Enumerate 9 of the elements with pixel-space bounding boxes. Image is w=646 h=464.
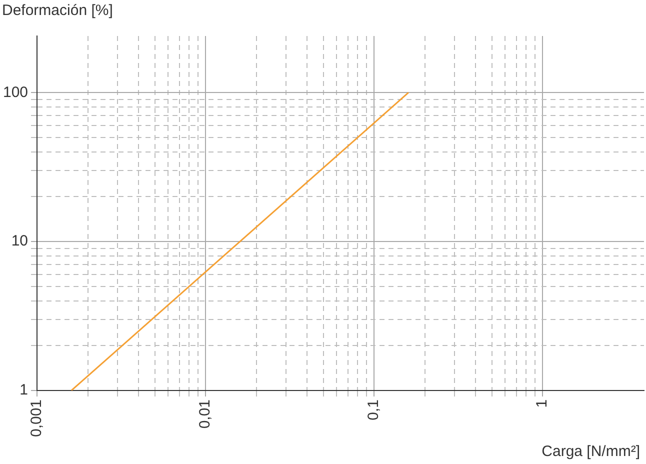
x-tick-label: 0,01: [196, 399, 214, 429]
x-tick-label: 1: [534, 399, 551, 408]
y-axis-title: Deformación [%]: [2, 2, 113, 19]
y-tick-label: 1: [20, 382, 28, 399]
x-tick-label: 0,001: [28, 399, 46, 438]
x-axis-title: Carga [N/mm²]: [542, 443, 640, 460]
y-tick-label: 10: [11, 232, 28, 250]
x-tick-label: 0,1: [365, 399, 382, 420]
y-tick-label: 100: [2, 84, 28, 101]
